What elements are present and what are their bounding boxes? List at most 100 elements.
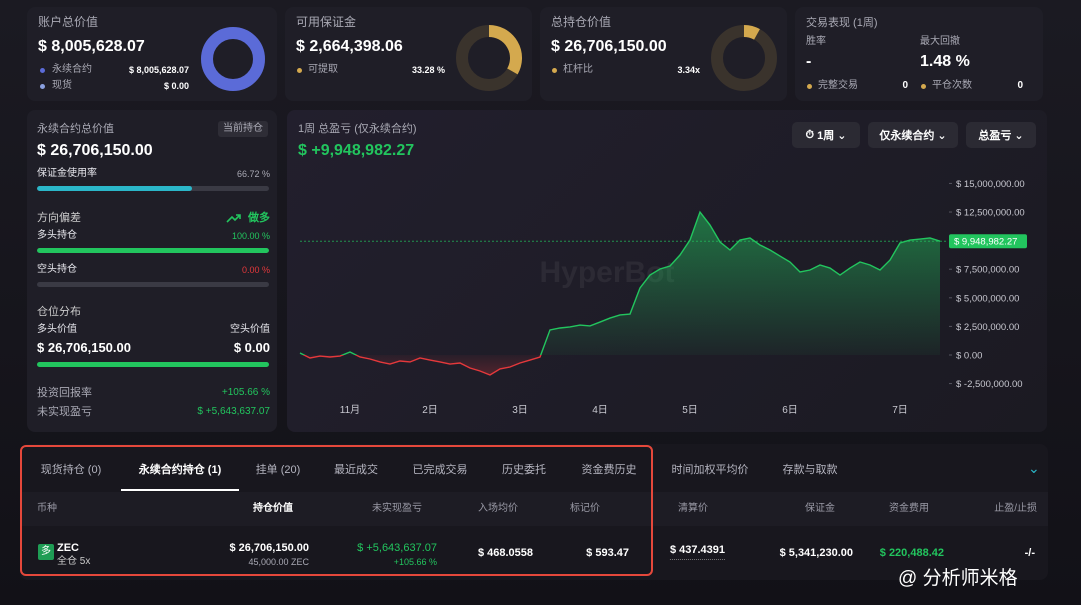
active-underline [121,489,239,491]
area [300,212,940,376]
tab[interactable]: 永续合约持仓 (1) [138,464,222,476]
label: 多头持仓 [37,230,77,241]
bar-track [37,248,269,253]
column-header: 止盈/止损 [994,503,1037,514]
label: 现货 [52,80,72,91]
value: $ 8,005,628.07 [128,65,189,75]
cell: $ 5,341,230.00 [779,547,853,559]
tab[interactable]: 存款与取款 [782,464,838,476]
cell: $ 26,706,150.00 [229,542,309,554]
value: $ 2,664,398.06 [296,38,403,55]
value: 1.48 % [920,53,970,70]
y-tick-label: $ 12,500,000.00 [956,208,1025,219]
value: 0.00 % [241,265,270,275]
current-label: $ 9,948,982.27 [954,237,1017,248]
x-tick-label: 11月 [340,404,360,416]
bar [37,248,269,253]
dot [40,84,45,89]
cell: $ 437.4391 [669,544,725,560]
dot [807,84,812,89]
tab[interactable]: 现货持仓 (0) [40,464,102,476]
value: 66.72 % [236,169,270,179]
tab[interactable]: 历史委托 [502,464,546,476]
label: 保证金使用率 [37,168,97,179]
donut [201,27,265,91]
x-tick-label: 7日 [892,405,908,416]
cell: 45,000.00 ZEC [248,557,309,567]
value: $ 26,706,150.00 [551,38,667,55]
side-badge: 多 [38,544,54,560]
watermark: @ 分析师米格 [898,568,1018,589]
range-button[interactable]: ⏱ 1周 ⌄ [792,122,860,148]
value: $ +5,643,637.07 [197,406,270,417]
tab[interactable]: 最近成交 [334,464,378,476]
x-tick-label: 4日 [592,405,608,416]
dot [552,68,557,73]
column-header: 清算价 [678,503,708,514]
label: 总盈亏 [978,130,1012,142]
value: $ 0.00 [233,340,270,355]
cell: $ 593.47 [586,547,629,559]
column-header: 标记价 [570,503,600,514]
label: 可提取 [308,64,338,75]
bar-track [37,186,269,191]
label: 平仓次数 [932,80,972,91]
value: $ 26,706,150.00 [37,142,153,159]
value: 0 [902,80,908,91]
metric-button[interactable]: 总盈亏 ⌄ [966,122,1036,148]
dot [921,84,926,89]
cell: +105.66 % [393,557,437,567]
y-tick-label: $ 2,500,000.00 [956,322,1019,333]
label: 胜率 [806,36,826,47]
header-row [20,492,1048,526]
column-header: 保证金 [805,503,835,514]
y-tick-label: $ 0.00 [956,350,982,361]
tab[interactable]: 已完成交易 [412,464,468,476]
cell: -/- [1024,547,1035,559]
label: 完整交易 [818,80,858,91]
label: 1周 [817,130,835,142]
cell: $ +5,643,637.07 [357,542,437,554]
y-tick-label: $ -2,500,000.00 [956,379,1023,390]
column-header: 入场均价 [478,503,518,514]
tab[interactable]: 时间加权平均价 [671,464,749,476]
arc [743,25,760,40]
value: 0 [1017,80,1023,91]
value: +105.66 % [221,387,270,398]
dot [297,68,302,73]
column-header: 持仓价值 [253,503,293,514]
cell: $ 220,488.42 [879,547,944,559]
tab[interactable]: 资金费历史 [581,464,637,476]
x-tick-label: 3日 [512,405,528,416]
coin: ZEC [57,542,79,554]
label: 永续合约 [52,64,92,75]
badge: 当前持仓 [218,121,268,137]
value: - [806,53,812,70]
line [299,210,941,376]
trend-icon [226,214,241,223]
arc [488,25,522,75]
value: 100.00 % [231,231,270,241]
x-tick-label: 5日 [682,405,698,416]
tab[interactable]: 挂单 (20) [255,464,301,476]
bar-track [37,282,269,287]
chevron[interactable]: ⌄ [1028,460,1040,476]
mode: 全仓 5x [57,556,91,567]
label: 空头价值 [230,324,270,335]
label: 方向偏差 [37,212,81,224]
scope-button[interactable]: 仅永续合约 ⌄ [868,122,958,148]
title: 可用保证金 [296,15,357,29]
chart-title: 1周 总盈亏 (仅永续合约) [298,123,417,135]
label: 多头价值 [37,324,77,335]
value: 3.34x [677,65,700,75]
dot [40,68,45,73]
distribution-bar [37,362,269,367]
label: 杠杆比 [563,64,593,75]
title: 交易表现 (1周) [806,17,878,29]
value: 33.28 % [411,65,445,75]
title: 永续合约总价值 [37,123,114,135]
label: 空头持仓 [37,264,77,275]
arrow [226,214,241,223]
label: 仅永续合约 [879,130,935,142]
value: $ 8,005,628.07 [38,38,145,55]
